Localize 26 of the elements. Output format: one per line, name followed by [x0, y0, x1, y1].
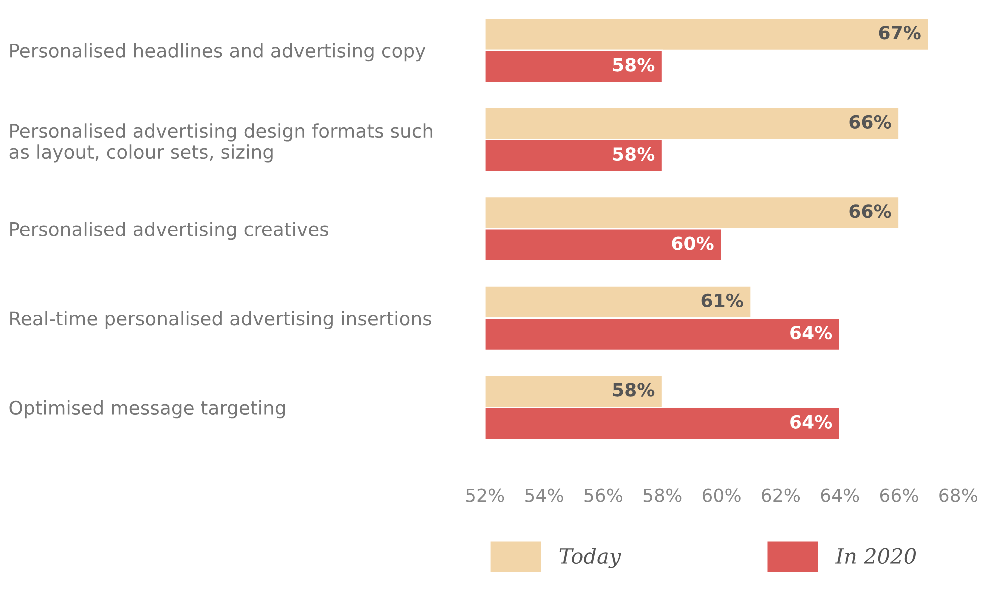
x-tick-label: 60%: [702, 488, 741, 502]
data-label: 61%: [702, 294, 744, 308]
y-tick-label: Personalised advertising creatives: [10, 222, 328, 240]
y-tick-label: Personalised headlines and advertising copy: [10, 43, 426, 62]
data-label: 64%: [790, 415, 832, 429]
data-label: 67%: [879, 26, 921, 40]
legend-label: Today: [560, 548, 622, 568]
x-tick-label: 68%: [940, 488, 978, 502]
data-label: 58%: [613, 383, 655, 397]
data-label: 60%: [672, 236, 714, 250]
data-label: 58%: [613, 58, 655, 72]
data-label: 64%: [790, 326, 832, 340]
data-label: 66%: [850, 204, 892, 218]
x-tick-label: 56%: [584, 488, 623, 502]
x-tick-label: 62%: [762, 488, 800, 502]
data-label: 58%: [613, 147, 655, 162]
x-tick-label: 58%: [644, 488, 682, 502]
x-tick-label: 54%: [526, 488, 564, 502]
y-tick-label: Real-time personalised advertising insertions: [10, 311, 432, 330]
x-tick-label: 52%: [466, 488, 504, 502]
y-tick-label: Optimised message targeting: [10, 400, 286, 419]
data-label: 66%: [850, 115, 892, 129]
x-tick-label: 64%: [821, 488, 860, 502]
y-tick-label: Personalised advertising design formats such as layout, colour sets, sizing: [10, 124, 433, 163]
x-tick-label: 66%: [880, 488, 918, 502]
legend-label: In 2020: [835, 548, 916, 564]
